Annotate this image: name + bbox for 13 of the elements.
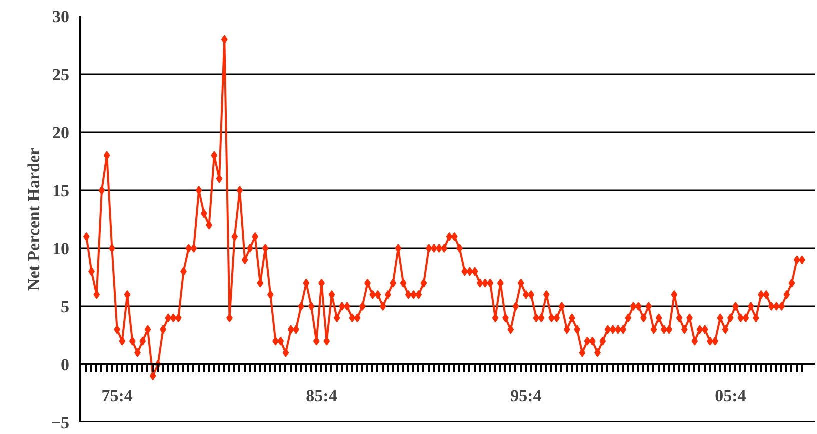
y-tick-label: 0 <box>61 356 70 374</box>
y-tick-label: 5 <box>61 298 70 316</box>
y-tick-label: 25 <box>52 66 70 84</box>
x-tick-label: 95:4 <box>510 386 542 406</box>
y-tick-label: −5 <box>51 414 70 432</box>
y-axis-title: Net Percent Harder <box>24 147 44 292</box>
y-tick-label: 30 <box>52 8 70 26</box>
y-tick-label: 15 <box>52 182 70 200</box>
x-tick-label: 05:4 <box>715 386 747 406</box>
y-tick-label: 20 <box>52 124 70 142</box>
x-tick-label: 75:4 <box>102 386 134 406</box>
y-tick-label: 10 <box>52 240 70 258</box>
x-tick-label: 85:4 <box>306 386 338 406</box>
